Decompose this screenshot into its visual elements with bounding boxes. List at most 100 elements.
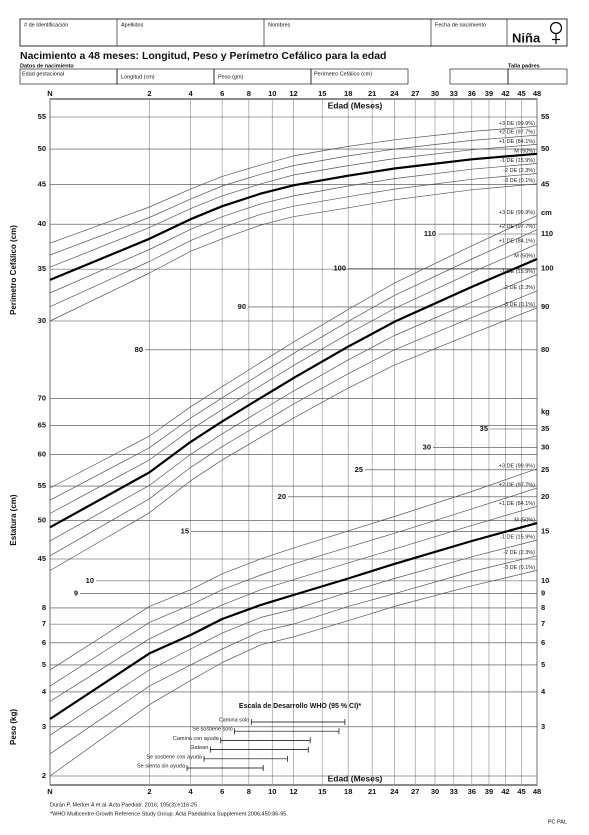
x-tick-label: 4 bbox=[188, 787, 193, 796]
percentile-curve bbox=[49, 229, 538, 501]
x-tick-label: 10 bbox=[268, 89, 276, 98]
page-title: Nacimiento a 48 meses: Longitud, Peso y … bbox=[20, 50, 386, 62]
y-tick-label: 25 bbox=[355, 465, 363, 474]
field-label: Perímetro Cefálico (cm) bbox=[314, 71, 372, 77]
percentile-curve bbox=[49, 173, 538, 308]
percentile-curve bbox=[49, 290, 538, 557]
birth-boxes bbox=[19, 68, 568, 85]
y-tick-label: 10 bbox=[541, 576, 549, 585]
sex-label: Niña bbox=[512, 30, 541, 45]
curve-label: -2 DE (2.3%) bbox=[503, 550, 535, 556]
reference: Durán P, Merker A et al. Acta Paediatr. … bbox=[50, 802, 197, 808]
curve-label: +1 DE (84.1%) bbox=[499, 501, 535, 507]
y-tick-label: 50 bbox=[38, 516, 46, 525]
y-tick-label: 55 bbox=[541, 112, 549, 121]
reference: *WHO Multicentre Growth Reference Study … bbox=[50, 811, 288, 817]
x-tick-label: 45 bbox=[517, 89, 525, 98]
y-tick-label: 55 bbox=[38, 112, 46, 121]
percentile-curve bbox=[49, 152, 538, 281]
x-axis-title: Edad (Meses) bbox=[328, 100, 383, 110]
curve-label: M (50%) bbox=[514, 518, 535, 524]
x-tick-label: 30 bbox=[431, 89, 439, 98]
milestone-label: Se sostiene con ayuda bbox=[146, 754, 203, 760]
field-label: # de Identificación bbox=[24, 22, 68, 28]
y-tick-label: 20 bbox=[541, 492, 549, 501]
percentile-curve bbox=[49, 522, 538, 720]
milestone-label: Gatean bbox=[190, 745, 208, 751]
percentile-curve bbox=[49, 257, 538, 529]
y-tick-label: 25 bbox=[541, 465, 549, 474]
y-tick-label: 3 bbox=[42, 722, 46, 731]
x-tick-label: 8 bbox=[247, 787, 251, 796]
curve-label: +2 DE (97.7%) bbox=[499, 130, 535, 136]
y-unit: kg bbox=[541, 407, 550, 416]
y-tick-label: 8 bbox=[541, 603, 545, 612]
percentile-curve bbox=[49, 487, 538, 687]
x-tick-label: 36 bbox=[468, 89, 476, 98]
x-tick-label: 4 bbox=[188, 89, 193, 98]
y-tick-label: 30 bbox=[423, 443, 431, 452]
percentile-curve bbox=[49, 539, 538, 736]
x-tick-label: 12 bbox=[289, 89, 297, 98]
y-tick-label: 90 bbox=[238, 302, 246, 311]
development-title: Escala de Desarrollo WHO (95 % CI)* bbox=[239, 703, 361, 710]
y-tick-label: 40 bbox=[38, 219, 46, 228]
curve-label: +1 DE (84.1%) bbox=[499, 139, 535, 145]
x-tick-label: 24 bbox=[390, 89, 399, 98]
percentile-curve bbox=[49, 183, 538, 322]
percentile-curve bbox=[49, 125, 538, 244]
field-label: Apellidos bbox=[121, 22, 144, 28]
y-tick-label: 35 bbox=[38, 264, 46, 273]
y-tick-label: 3 bbox=[541, 722, 545, 731]
milestone-label: Se sienta sin ayuda bbox=[137, 763, 186, 769]
percentile-curve bbox=[49, 144, 538, 268]
y-tick-label: 30 bbox=[38, 316, 46, 325]
y-tick-label: 45 bbox=[38, 554, 46, 563]
x-tick-label: 6 bbox=[220, 89, 224, 98]
y-tick-label: 2 bbox=[42, 771, 46, 780]
percentile-curve bbox=[49, 555, 538, 755]
x-tick-label: 21 bbox=[368, 787, 376, 796]
x-tick-label: 39 bbox=[485, 89, 493, 98]
x-tick-label: 18 bbox=[344, 89, 352, 98]
x-tick-label: 6 bbox=[220, 787, 224, 796]
percentile-curve bbox=[49, 274, 538, 542]
x-tick-label: 24 bbox=[390, 787, 399, 796]
y-tick-label: 30 bbox=[541, 443, 549, 452]
y-unit: cm bbox=[541, 208, 552, 217]
curve-label: +3 DE (99.9%) bbox=[499, 463, 535, 469]
y-tick-label: 15 bbox=[541, 527, 549, 536]
x-tick-label: 42 bbox=[501, 89, 509, 98]
milestone-label: Camina con ayuda bbox=[173, 736, 220, 742]
y-tick-label: 5 bbox=[42, 660, 46, 669]
y-tick-label: 100 bbox=[541, 264, 554, 273]
x-tick-label: 48 bbox=[533, 89, 541, 98]
curve-label: -1 DE (15.9%) bbox=[500, 269, 535, 275]
y-axis-title: Peso (kg) bbox=[9, 709, 18, 745]
x-tick-label: 30 bbox=[431, 787, 439, 796]
curve-label: +3 DE (99.9%) bbox=[499, 121, 535, 127]
field-label: Fecha de nacimiento bbox=[435, 22, 486, 28]
y-tick-label: 4 bbox=[42, 687, 47, 696]
curve-label: M (50%) bbox=[514, 253, 535, 259]
female-symbol bbox=[549, 21, 563, 44]
y-tick-label: 7 bbox=[42, 619, 46, 628]
y-tick-label: 50 bbox=[541, 144, 549, 153]
curve-label: +2 DE (97.7%) bbox=[499, 224, 535, 230]
y-tick-label: 55 bbox=[38, 481, 46, 490]
x-tick-label: 33 bbox=[450, 787, 458, 796]
x-tick-label: N bbox=[47, 787, 52, 796]
y-axis-title: Estatura (cm) bbox=[9, 494, 18, 545]
y-tick-label: 6 bbox=[42, 638, 46, 647]
y-tick-label: 50 bbox=[38, 144, 46, 153]
x-tick-label: 18 bbox=[344, 787, 352, 796]
field-label: Nombres bbox=[268, 22, 291, 28]
x-tick-label: 21 bbox=[368, 89, 376, 98]
y-tick-label: 8 bbox=[42, 603, 46, 612]
percentile-curve bbox=[49, 134, 538, 256]
percentile-curve bbox=[49, 570, 538, 777]
y-tick-label: 45 bbox=[38, 180, 46, 189]
y-tick-label: 15 bbox=[181, 527, 189, 536]
